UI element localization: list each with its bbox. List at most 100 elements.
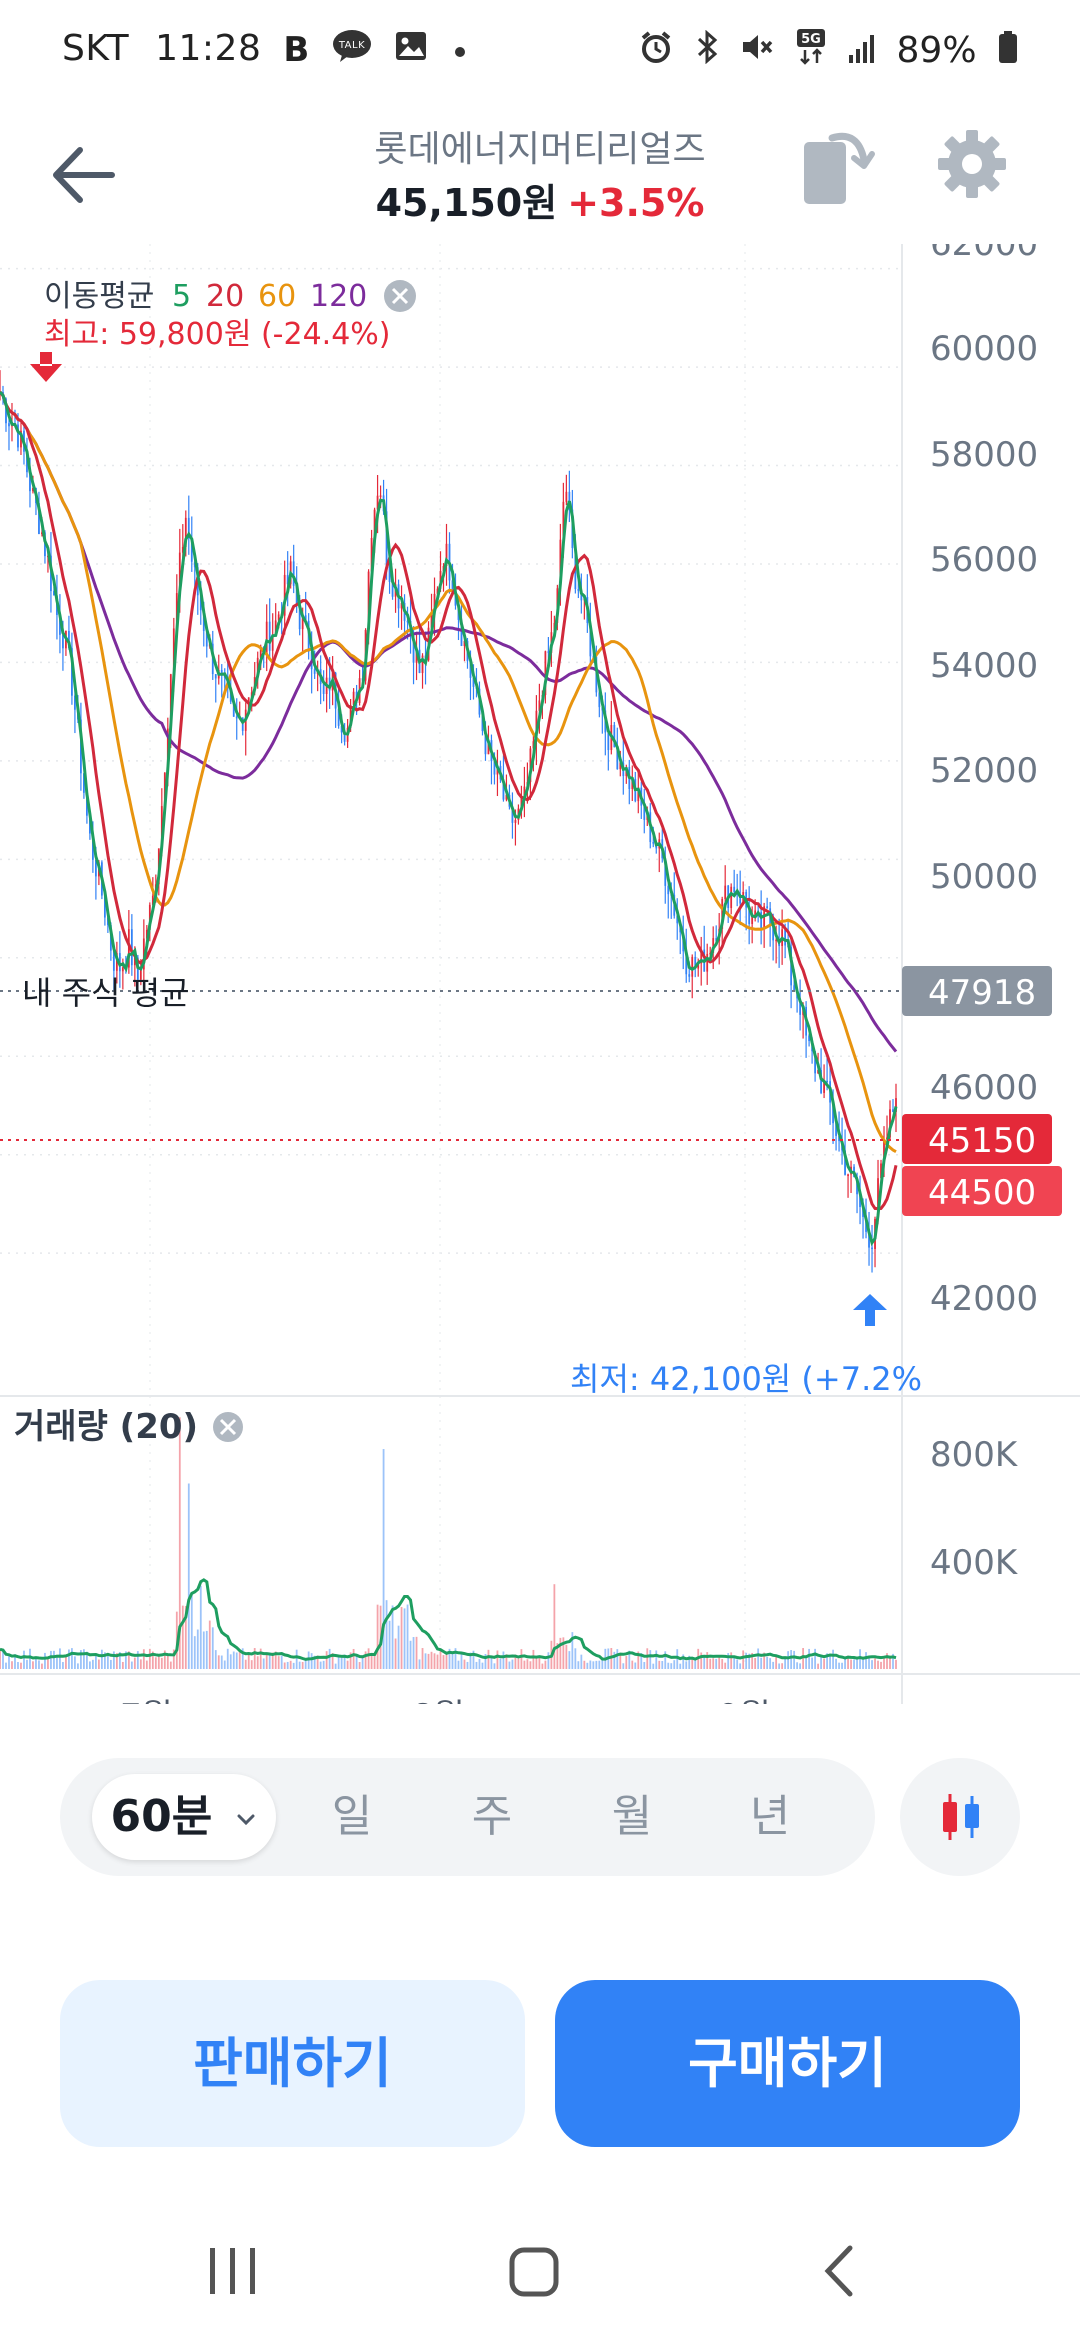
candle xyxy=(38,503,40,535)
price-chart[interactable]: 62000 60000 58000 56000 54000 52000 5000… xyxy=(0,244,1080,1704)
candle xyxy=(415,649,418,663)
candle xyxy=(92,833,94,860)
candle xyxy=(775,939,778,942)
candle xyxy=(487,740,490,755)
stock-header: 롯데에너지머티리얼즈 45,150원 +3.5% xyxy=(0,100,1080,240)
my-average-value: 47918 xyxy=(928,973,1036,1013)
buy-button[interactable]: 구매하기 xyxy=(555,1980,1020,2147)
candle xyxy=(388,566,391,582)
volume-bar xyxy=(799,1663,802,1669)
sell-button[interactable]: 판매하기 xyxy=(60,1980,525,2147)
settings-button[interactable] xyxy=(932,124,1012,204)
candle xyxy=(754,910,757,916)
volume-bar xyxy=(721,1659,724,1669)
volume-close-icon[interactable] xyxy=(213,1412,243,1442)
status-bar: SKT 11:28 B TALK 5G 89% xyxy=(0,0,1080,100)
volume-bar xyxy=(565,1644,568,1669)
candle xyxy=(877,1178,879,1219)
ma-legend-close-icon[interactable] xyxy=(384,280,416,312)
candle xyxy=(871,1247,873,1250)
volume-bar xyxy=(619,1652,622,1669)
candle xyxy=(619,762,622,770)
volume-bar xyxy=(0,1649,1,1669)
volume-bar xyxy=(184,1605,187,1669)
volume-bar xyxy=(259,1648,262,1669)
candlestick-icon xyxy=(943,1794,979,1840)
recent-apps-icon[interactable] xyxy=(210,2248,255,2294)
volume-bar xyxy=(109,1659,112,1669)
candle xyxy=(86,792,88,816)
candle xyxy=(199,595,202,611)
rotate-screen-button[interactable] xyxy=(798,120,878,210)
volume-bar xyxy=(679,1663,682,1669)
period-day[interactable]: 일 xyxy=(331,1791,373,1842)
candle xyxy=(337,708,340,726)
candle xyxy=(580,590,583,601)
my-average-label: 내 주식 평균 xyxy=(22,974,190,1012)
candle xyxy=(643,805,646,820)
candle xyxy=(460,619,463,646)
y-tick: 54000 xyxy=(930,646,1038,686)
volume-bar xyxy=(47,1659,49,1669)
back-button[interactable] xyxy=(40,130,130,220)
volume-bar xyxy=(53,1650,55,1669)
bluetooth-icon xyxy=(695,29,719,73)
current-price: 45,150원 xyxy=(375,181,558,225)
volume-bar xyxy=(83,1649,85,1669)
volume-bar xyxy=(154,1657,157,1669)
candle xyxy=(187,517,190,538)
home-icon[interactable] xyxy=(509,2247,559,2297)
volume-bar xyxy=(253,1648,256,1669)
candle xyxy=(421,655,424,674)
back-nav-icon[interactable] xyxy=(824,2245,853,2297)
volume-bar xyxy=(355,1655,358,1669)
volume-bar xyxy=(325,1651,328,1669)
candle xyxy=(115,953,118,971)
volume-bar xyxy=(433,1653,436,1669)
candle xyxy=(8,423,10,427)
volume-bar xyxy=(382,1449,385,1669)
volume-bar xyxy=(68,1649,70,1669)
volume-bar xyxy=(466,1661,469,1669)
candle xyxy=(838,1135,840,1142)
candle xyxy=(313,669,316,674)
x-axis: 7월 8월 9월 xyxy=(120,1697,771,1704)
volume-bar xyxy=(820,1657,822,1669)
candle xyxy=(532,741,535,749)
period-week[interactable]: 주 xyxy=(471,1791,513,1842)
volume-bar xyxy=(736,1659,739,1669)
candle xyxy=(589,622,592,657)
chart-type-toggle[interactable] xyxy=(900,1758,1020,1876)
volume-bar xyxy=(115,1653,118,1669)
ma-legend: 이동평균 5 20 60 120 xyxy=(44,279,367,314)
volume-bar xyxy=(763,1652,766,1669)
candle xyxy=(295,585,298,605)
volume-bar xyxy=(316,1655,319,1669)
period-60min-dropdown[interactable]: 60분 xyxy=(92,1774,276,1860)
volume-bar xyxy=(700,1652,703,1669)
volume-bar xyxy=(92,1659,94,1669)
volume-bar xyxy=(541,1663,544,1669)
volume-bar xyxy=(505,1654,508,1669)
volume-bar xyxy=(496,1650,499,1669)
volume-bar xyxy=(856,1659,858,1669)
volume-bar xyxy=(295,1649,298,1669)
volume-bar xyxy=(472,1650,475,1669)
candle xyxy=(235,716,238,719)
volume-bar xyxy=(211,1627,214,1669)
ma-legend-20: 20 xyxy=(206,279,244,314)
gear-icon xyxy=(938,130,1006,198)
volume-bar xyxy=(667,1662,670,1669)
candle xyxy=(17,424,19,448)
volume-bar xyxy=(457,1660,460,1669)
volume-bar xyxy=(463,1659,466,1669)
volume-bar xyxy=(547,1652,550,1669)
candle xyxy=(544,651,547,695)
period-year[interactable]: 년 xyxy=(749,1791,791,1842)
volume-bar xyxy=(532,1649,535,1669)
volume-bar xyxy=(86,1651,88,1669)
candle xyxy=(175,593,178,629)
volume-bar xyxy=(478,1658,481,1669)
candle xyxy=(484,731,487,755)
period-month[interactable]: 월 xyxy=(611,1791,653,1842)
